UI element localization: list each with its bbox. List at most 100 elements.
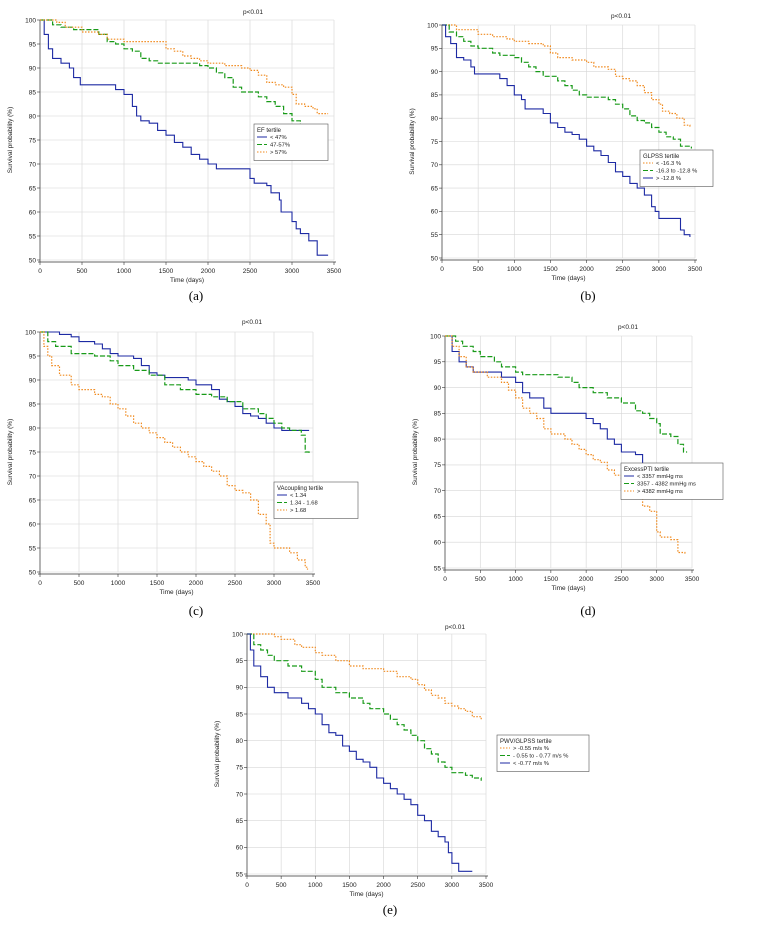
p-value-label: p<0.01 (445, 624, 465, 631)
x-tick-label: 1000 (111, 580, 126, 587)
x-tick-label: 500 (475, 576, 486, 583)
legend-label: < -0.77 m/s % (513, 761, 549, 767)
legend-label: - 0.55 to - 0.77 m/s % (513, 754, 568, 760)
x-tick-label: 1500 (543, 266, 558, 273)
survival-curve-green (40, 331, 310, 455)
survival-curve-orange (40, 331, 309, 570)
y-tick-label: 70 (29, 473, 37, 480)
x-tick-label: 3500 (306, 580, 321, 587)
y-tick-label: 60 (434, 540, 442, 547)
x-tick-label: 1500 (544, 576, 559, 583)
x-axis-title: Time (days) (551, 585, 585, 592)
y-axis-title: Survival probability (%) (7, 419, 14, 485)
y-tick-label: 65 (29, 185, 37, 192)
y-tick-label: 90 (236, 685, 244, 692)
x-tick-label: 2000 (189, 580, 204, 587)
p-value-label: p<0.01 (243, 9, 263, 16)
x-tick-label: 500 (276, 882, 287, 889)
x-tick-label: 1500 (150, 580, 165, 587)
panel-e: 0 500 1000 1500 2000 2500 3000 3500 55 60 65 70 75 80… (180, 622, 600, 927)
x-tick-label: 3000 (285, 268, 300, 275)
y-tick-label: 85 (236, 711, 244, 718)
x-tick-label: 2500 (615, 266, 630, 273)
x-tick-label: 3500 (479, 882, 494, 889)
survival-curve-green (40, 19, 328, 138)
x-tick-label: 1000 (508, 576, 523, 583)
y-axis-title: Survival probability (%) (7, 107, 14, 173)
y-tick-label: 90 (431, 69, 439, 76)
y-tick-label: 55 (29, 233, 37, 240)
y-axis-title: Survival probability (%) (412, 419, 419, 485)
y-tick-label: 80 (431, 116, 439, 123)
y-tick-label: 70 (236, 791, 244, 798)
y-tick-label: 60 (431, 209, 439, 216)
y-tick-label: 100 (25, 329, 36, 336)
legend-label: 3357 - 4382 mmHg ms (637, 482, 696, 488)
y-tick-label: 65 (29, 497, 37, 504)
chart-e: 0 500 1000 1500 2000 2500 3000 3500 55 60 65 70 75 80… (214, 624, 590, 898)
survival-curve-green (442, 24, 692, 149)
x-axis-title: Time (days) (159, 589, 193, 596)
x-tick-label: 2000 (201, 268, 216, 275)
panel-b: 0 500 1000 1500 2000 2500 3000 3500 50 55 60 65 70 75… (392, 0, 783, 310)
y-tick-label: 75 (431, 139, 439, 146)
y-tick-label: 70 (431, 162, 439, 169)
legend-label: 47-57% (270, 143, 290, 149)
x-tick-label: 3000 (652, 266, 667, 273)
legend-title: VAcoupling tertile (277, 486, 324, 492)
y-tick-label: 55 (236, 871, 244, 878)
chart-c: 0 500 1000 1500 2000 2500 3000 3500 50 55 60 65 70 75… (7, 319, 359, 596)
panel-label-a: (a) (188, 288, 204, 303)
y-tick-label: 90 (434, 385, 442, 392)
survival-curve-blue (40, 331, 310, 431)
y-axis-title: Survival probability (%) (409, 108, 416, 174)
x-tick-label: 0 (38, 580, 42, 587)
x-tick-label: 3500 (688, 266, 703, 273)
chart-d: 0 500 1000 1500 2000 2500 3000 3500 55 60 65 70 75 80… (412, 324, 724, 592)
x-tick-label: 3500 (327, 268, 342, 275)
x-tick-label: 3000 (267, 580, 282, 587)
p-value-label: p<0.01 (618, 324, 638, 331)
p-value-label: p<0.01 (611, 13, 631, 20)
y-tick-label: 55 (29, 545, 37, 552)
legend-box (496, 734, 590, 772)
y-tick-label: 95 (431, 46, 439, 53)
y-tick-label: 65 (431, 185, 439, 192)
x-axis-title: Time (days) (170, 277, 204, 284)
y-tick-label: 85 (29, 401, 37, 408)
y-tick-label: 85 (434, 411, 442, 418)
x-tick-label: 2500 (410, 882, 425, 889)
legend-title: ExcessPTI tertile (624, 467, 670, 473)
legend-box (620, 462, 724, 500)
panel-label-b: (b) (580, 288, 596, 303)
legend-label: > -0.55 m/s % (513, 746, 549, 752)
y-tick-label: 50 (431, 255, 439, 262)
x-tick-label: 1000 (308, 882, 323, 889)
y-tick-label: 65 (434, 514, 442, 521)
x-tick-label: 3000 (445, 882, 460, 889)
survival-curve-blue (247, 633, 473, 872)
x-tick-label: 2000 (376, 882, 391, 889)
panel-label-d: (d) (580, 603, 596, 618)
x-tick-label: 0 (443, 576, 447, 583)
y-tick-label: 95 (434, 359, 442, 366)
legend-label: > -12.8 % (656, 176, 681, 182)
legend-label: -16.3 to -12.8 % (656, 169, 697, 175)
p-value-label: p<0.01 (242, 319, 262, 326)
legend-label: > 1.68 (290, 508, 306, 514)
x-tick-label: 1500 (342, 882, 357, 889)
y-tick-label: 75 (434, 462, 442, 469)
legend-title: PWV/GLPSS tertile (500, 739, 552, 745)
y-tick-label: 50 (29, 569, 37, 576)
y-tick-label: 80 (29, 425, 37, 432)
y-tick-label: 80 (434, 436, 442, 443)
x-tick-label: 3000 (649, 576, 664, 583)
y-tick-label: 65 (236, 818, 244, 825)
y-tick-label: 50 (29, 257, 37, 264)
y-tick-label: 95 (29, 41, 37, 48)
x-axis-title: Time (days) (349, 891, 383, 898)
survival-curve-orange (40, 19, 329, 115)
y-tick-label: 100 (430, 333, 441, 340)
survival-curve-green (247, 633, 482, 781)
x-tick-label: 2500 (243, 268, 258, 275)
